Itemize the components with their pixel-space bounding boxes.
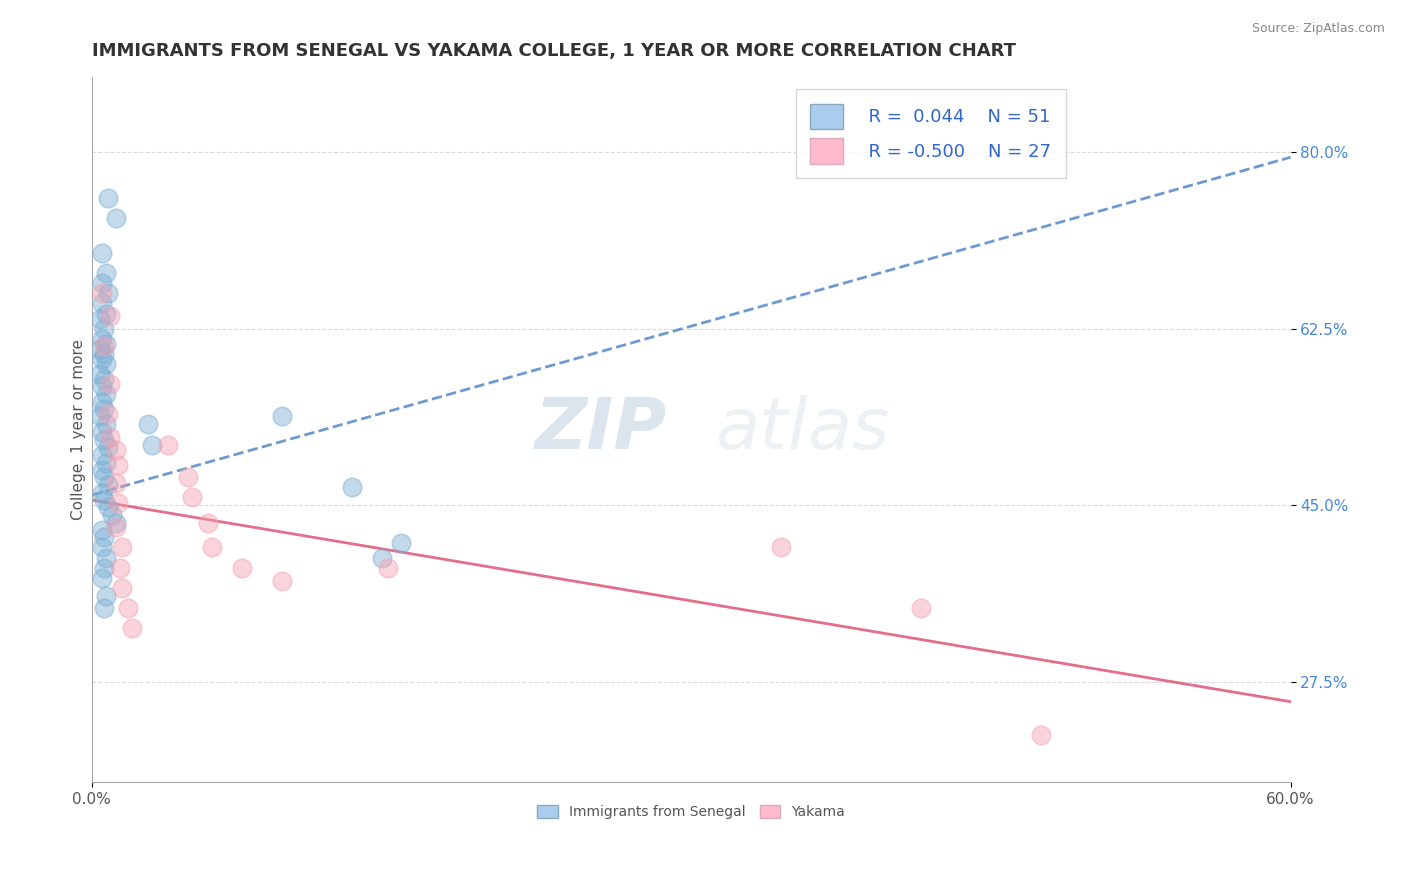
Text: Source: ZipAtlas.com: Source: ZipAtlas.com bbox=[1251, 22, 1385, 36]
Point bbox=[90, 332, 112, 346]
Point bbox=[90, 246, 112, 260]
Point bbox=[93, 530, 115, 544]
Point bbox=[94, 387, 117, 401]
Point bbox=[90, 296, 112, 310]
Point bbox=[370, 550, 392, 565]
Point bbox=[89, 342, 111, 356]
Point bbox=[176, 470, 198, 484]
Point bbox=[97, 286, 120, 301]
Point bbox=[104, 475, 127, 490]
Point bbox=[89, 409, 111, 424]
Point bbox=[89, 367, 111, 381]
Point bbox=[104, 211, 127, 225]
Point bbox=[90, 486, 112, 500]
Point bbox=[93, 347, 115, 361]
Point bbox=[93, 470, 115, 484]
Point bbox=[201, 541, 224, 555]
Point bbox=[770, 541, 793, 555]
Point bbox=[93, 339, 115, 353]
Point bbox=[93, 493, 115, 508]
Point bbox=[89, 311, 111, 326]
Point bbox=[94, 417, 117, 432]
Point bbox=[156, 437, 179, 451]
Point bbox=[90, 541, 112, 555]
Text: IMMIGRANTS FROM SENEGAL VS YAKAMA COLLEGE, 1 YEAR OR MORE CORRELATION CHART: IMMIGRANTS FROM SENEGAL VS YAKAMA COLLEG… bbox=[91, 42, 1015, 60]
Point bbox=[98, 429, 121, 443]
Point bbox=[104, 520, 127, 534]
Text: ZIP: ZIP bbox=[534, 395, 668, 464]
Point bbox=[97, 440, 120, 454]
Point bbox=[94, 456, 117, 470]
Point bbox=[93, 402, 115, 417]
Point bbox=[121, 621, 143, 635]
Point bbox=[90, 523, 112, 537]
Point bbox=[90, 463, 112, 477]
Point bbox=[98, 377, 121, 392]
Point bbox=[90, 286, 112, 301]
Point bbox=[93, 560, 115, 574]
Point bbox=[93, 372, 115, 386]
Point bbox=[104, 442, 127, 457]
Point bbox=[94, 336, 117, 351]
Point bbox=[104, 516, 127, 531]
Point bbox=[94, 357, 117, 371]
Point bbox=[107, 496, 129, 510]
Point bbox=[90, 425, 112, 440]
Text: atlas: atlas bbox=[716, 395, 890, 464]
Point bbox=[97, 500, 120, 515]
Point bbox=[111, 581, 134, 595]
Point bbox=[94, 550, 117, 565]
Point bbox=[136, 417, 159, 432]
Point bbox=[94, 306, 117, 320]
Point bbox=[90, 395, 112, 409]
Point bbox=[141, 437, 163, 451]
Y-axis label: College, 1 year or more: College, 1 year or more bbox=[72, 339, 86, 520]
Point bbox=[108, 560, 131, 574]
Point bbox=[391, 536, 413, 550]
Point bbox=[90, 351, 112, 366]
Point bbox=[93, 601, 115, 615]
Point bbox=[180, 490, 202, 504]
Point bbox=[90, 571, 112, 585]
Point bbox=[377, 560, 399, 574]
Point bbox=[93, 321, 115, 335]
Point bbox=[197, 516, 219, 531]
Point bbox=[97, 478, 120, 492]
Point bbox=[270, 409, 292, 424]
Point bbox=[97, 191, 120, 205]
Point bbox=[270, 574, 292, 588]
Point bbox=[94, 589, 117, 603]
Point bbox=[117, 601, 139, 615]
Point bbox=[98, 309, 121, 323]
Point bbox=[97, 408, 120, 422]
Point bbox=[107, 458, 129, 472]
Point bbox=[90, 277, 112, 291]
Legend: Immigrants from Senegal, Yakama: Immigrants from Senegal, Yakama bbox=[531, 800, 851, 825]
Point bbox=[910, 601, 932, 615]
Point bbox=[231, 560, 253, 574]
Point bbox=[93, 433, 115, 447]
Point bbox=[90, 448, 112, 462]
Point bbox=[94, 266, 117, 280]
Point bbox=[340, 480, 363, 494]
Point bbox=[90, 379, 112, 393]
Point bbox=[1029, 728, 1052, 742]
Point bbox=[111, 541, 134, 555]
Point bbox=[100, 508, 122, 523]
